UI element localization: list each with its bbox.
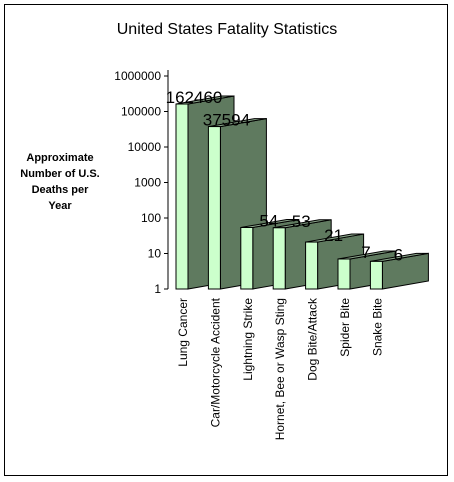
y-axis-label-line-1: Approximate [26, 152, 93, 164]
y-tick-label: 100000 [121, 105, 161, 119]
bar [369, 260, 383, 290]
bar [305, 241, 319, 290]
y-axis-ticks: 1 10 100 1000 10000 100000 1000000 [114, 69, 168, 296]
category-label: Spider Bite [338, 298, 352, 357]
y-axis-label-line-4: Year [48, 200, 72, 212]
bar [337, 258, 351, 290]
y-axis-label-line-3: Deaths per [32, 184, 90, 196]
category-label: Lightning Strike [241, 298, 255, 381]
data-label: 21 [324, 226, 343, 245]
data-label: 7 [361, 243, 370, 262]
y-axis-label-line-2: Number of U.S. [20, 168, 99, 180]
chart-title: United States Fatality Statistics [117, 21, 338, 38]
data-label: 53 [292, 212, 311, 231]
bar [175, 103, 189, 290]
data-label: 37594 [203, 111, 250, 130]
bars-group [175, 95, 429, 290]
category-label: Car/Motorcycle Accident [208, 297, 222, 427]
data-labels: 162460 37594 54 53 21 7 6 [166, 88, 404, 264]
category-labels: Lung Cancer Car/Motorcycle Accident Lightn… [176, 297, 384, 440]
category-label: Lung Cancer [176, 298, 190, 367]
category-label: Dog Bite/Attack [306, 297, 320, 381]
y-tick-label: 1000000 [114, 69, 161, 83]
category-label: Hornet, Bee or Wasp Sting [273, 298, 287, 440]
y-tick-label: 1000 [134, 176, 161, 190]
y-tick-label: 100 [141, 211, 161, 225]
bar [240, 227, 254, 290]
y-tick-label: 1 [154, 282, 161, 296]
y-tick-label: 10000 [128, 140, 162, 154]
category-label: Snake Bite [370, 298, 384, 356]
bar [207, 126, 221, 290]
data-label: 162460 [166, 88, 223, 107]
y-tick-label: 10 [148, 247, 162, 261]
bar [272, 227, 286, 290]
data-label: 54 [259, 212, 278, 231]
data-label: 6 [394, 245, 403, 264]
